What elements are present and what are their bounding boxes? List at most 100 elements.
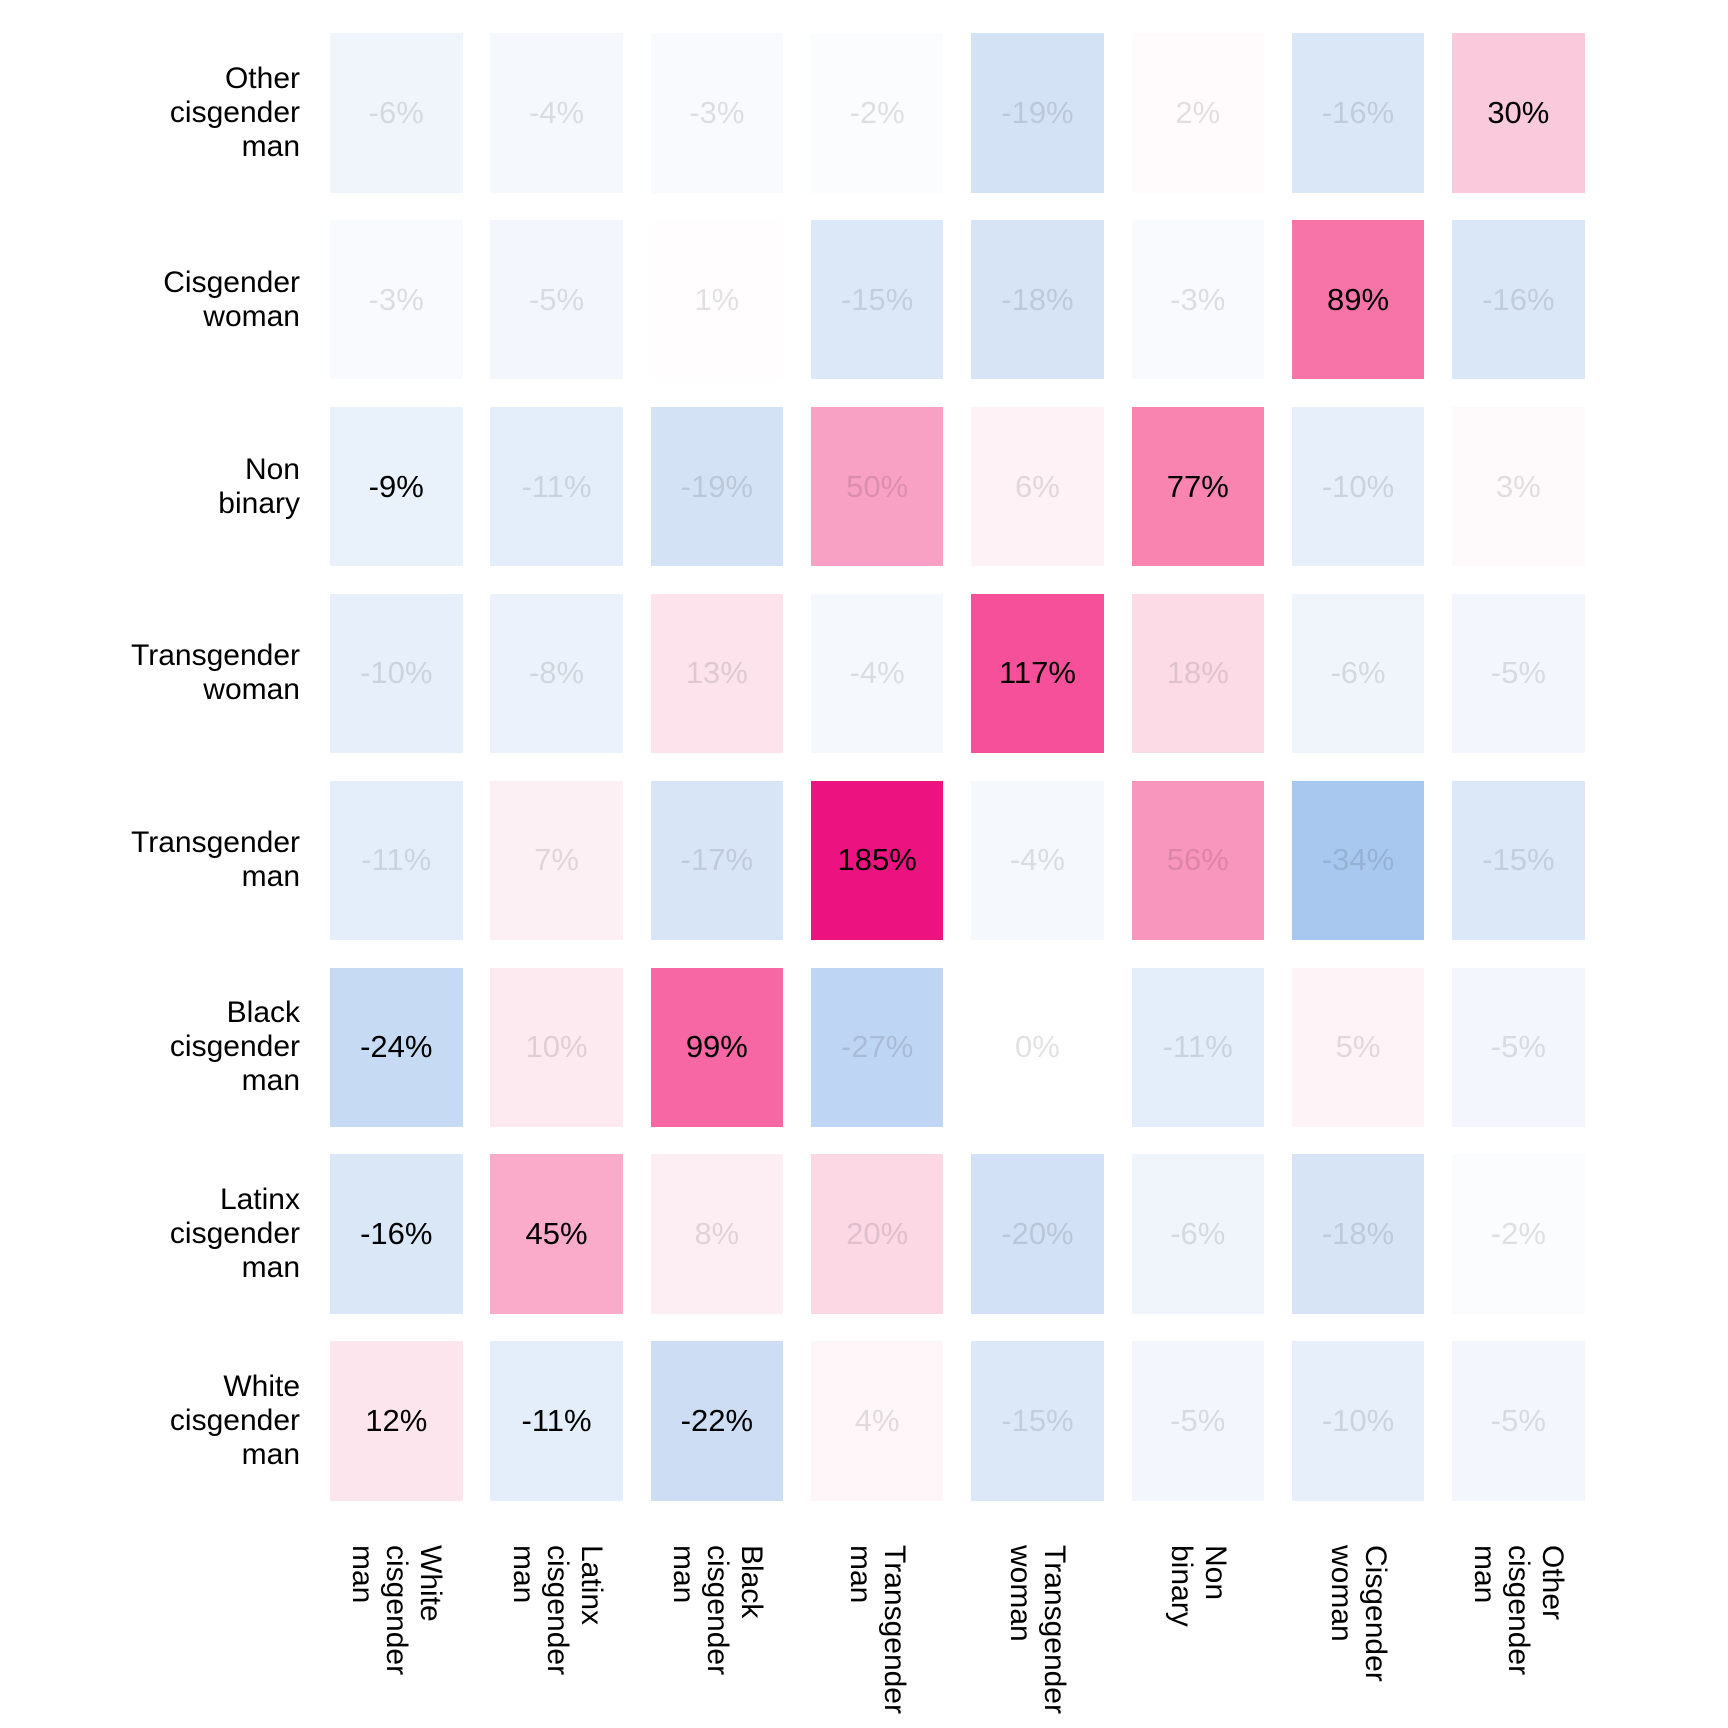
heatmap-cell: -16% bbox=[1291, 33, 1425, 193]
cell-value: 10% bbox=[525, 1029, 588, 1065]
cell-value: -6% bbox=[368, 94, 424, 130]
heatmap-cell: 1% bbox=[650, 219, 784, 380]
cell-value: -18% bbox=[1001, 281, 1074, 317]
heatmap-cell: 45% bbox=[490, 1154, 623, 1314]
heatmap-cell: 185% bbox=[810, 780, 944, 941]
cell-value: 3% bbox=[1495, 468, 1541, 504]
cell-value: -11% bbox=[521, 468, 592, 504]
heatmap-cell: -6% bbox=[1131, 1154, 1264, 1314]
heatmap-cell: -4% bbox=[971, 780, 1104, 941]
cell-value: 56% bbox=[1166, 842, 1229, 878]
cell-value: -11% bbox=[521, 1403, 592, 1439]
heatmap-cell: 8% bbox=[650, 1154, 784, 1314]
cell-value: -5% bbox=[1170, 1403, 1226, 1439]
cell-value: -27% bbox=[840, 1029, 914, 1065]
row-label-black-cisgender-man: Black cisgender man bbox=[169, 996, 300, 1098]
cell-value: 185% bbox=[837, 842, 917, 878]
cell-value: -4% bbox=[849, 655, 905, 691]
heatmap-cell: -6% bbox=[1291, 593, 1425, 754]
cell-value: 117% bbox=[998, 655, 1076, 691]
cell-value: 6% bbox=[1015, 468, 1060, 504]
heatmap-cell: -27% bbox=[810, 967, 944, 1127]
row-label-latinx-cisgender-man: Latinx cisgender man bbox=[169, 1183, 300, 1285]
heatmap-cell: -18% bbox=[1291, 1154, 1425, 1314]
cell-value: 1% bbox=[694, 281, 740, 317]
heatmap-cell: -3% bbox=[650, 33, 784, 193]
cell-value: -2% bbox=[849, 94, 905, 130]
heatmap-cell: -15% bbox=[810, 219, 944, 380]
heatmap-cell: 5% bbox=[1291, 967, 1425, 1127]
cell-value: -16% bbox=[1482, 281, 1555, 317]
heatmap-cell: -11% bbox=[1131, 967, 1264, 1127]
cell-value: -18% bbox=[1321, 1216, 1395, 1252]
cell-value: -16% bbox=[1321, 94, 1395, 130]
cell-value: -5% bbox=[1490, 1029, 1546, 1065]
cell-value: 12% bbox=[365, 1403, 428, 1439]
heatmap-cell: 2% bbox=[1131, 33, 1264, 193]
heatmap-cell: -10% bbox=[1291, 406, 1425, 567]
cell-value: -5% bbox=[1490, 1403, 1546, 1439]
heatmap-cell: 6% bbox=[971, 406, 1104, 567]
cell-value: -2% bbox=[1490, 1216, 1546, 1252]
cell-value: -11% bbox=[1162, 1029, 1233, 1065]
heatmap-cell: -2% bbox=[1452, 1154, 1585, 1314]
heatmap-cell: -20% bbox=[971, 1154, 1104, 1314]
heatmap-cell: -16% bbox=[1452, 219, 1585, 380]
heatmap-cell: -10% bbox=[1291, 1341, 1425, 1501]
row-label-other-cisgender-man: Other cisgender man bbox=[169, 61, 300, 163]
heatmap-cell: -5% bbox=[1131, 1341, 1264, 1501]
cell-value: -9% bbox=[368, 468, 424, 504]
cell-value: -34% bbox=[1321, 842, 1395, 878]
cell-value: -3% bbox=[689, 94, 745, 130]
heatmap-cell: -34% bbox=[1291, 780, 1425, 941]
cell-value: 77% bbox=[1166, 468, 1229, 504]
col-label-black-cisgender-man: Black cisgender man bbox=[666, 1545, 768, 1676]
cell-value: -11% bbox=[361, 842, 432, 878]
row-label-transgender-woman: Transgender woman bbox=[131, 639, 300, 707]
row-label-cisgender-woman: Cisgender woman bbox=[163, 265, 300, 333]
heatmap-cell: -17% bbox=[650, 780, 784, 941]
cell-value: -10% bbox=[1321, 1403, 1395, 1439]
heatmap-cell: -15% bbox=[971, 1341, 1104, 1501]
heatmap-cell: 7% bbox=[490, 780, 623, 941]
heatmap-cell: 4% bbox=[810, 1341, 944, 1501]
row-label-non-binary: Non binary bbox=[218, 452, 300, 520]
heatmap-cell: -3% bbox=[1131, 219, 1264, 380]
cell-value: 45% bbox=[525, 1216, 588, 1252]
cell-value: -17% bbox=[680, 842, 754, 878]
col-label-latinx-cisgender-man: Latinx cisgender man bbox=[506, 1545, 608, 1676]
cell-value: -4% bbox=[1009, 842, 1065, 878]
cell-value: 8% bbox=[694, 1216, 740, 1252]
heatmap-cell: 30% bbox=[1452, 33, 1585, 193]
heatmap-cell: -19% bbox=[971, 33, 1104, 193]
col-label-other-cisgender-man: Other cisgender man bbox=[1468, 1545, 1570, 1676]
cell-value: 7% bbox=[534, 842, 579, 878]
cell-value: 50% bbox=[846, 468, 909, 504]
cell-value: 5% bbox=[1335, 1029, 1381, 1065]
heatmap-cell: -4% bbox=[490, 33, 623, 193]
heatmap-cell: 89% bbox=[1291, 219, 1425, 380]
cell-value: 99% bbox=[685, 1029, 748, 1065]
cell-value: -8% bbox=[528, 655, 585, 691]
cell-value: -24% bbox=[360, 1029, 433, 1065]
heatmap-cell: -22% bbox=[650, 1341, 784, 1501]
cell-value: -19% bbox=[680, 468, 754, 504]
heatmap-cell: -16% bbox=[330, 1154, 463, 1314]
heatmap-cell: 12% bbox=[330, 1341, 463, 1501]
cell-value: -3% bbox=[368, 281, 424, 317]
heatmap-cell: -9% bbox=[330, 406, 463, 567]
row-label-transgender-man: Transgender man bbox=[131, 826, 300, 894]
cell-value: -22% bbox=[680, 1403, 754, 1439]
heatmap-cell: 0% bbox=[971, 967, 1104, 1127]
heatmap-cell: 13% bbox=[650, 593, 784, 754]
heatmap-cell: -24% bbox=[330, 967, 463, 1127]
col-label-transgender-man: Transgender man bbox=[844, 1545, 912, 1714]
cell-value: -5% bbox=[528, 281, 585, 317]
heatmap-cell: -19% bbox=[650, 406, 784, 567]
cell-value: -15% bbox=[1482, 842, 1555, 878]
cell-value: -15% bbox=[1001, 1403, 1074, 1439]
heatmap-cell: 77% bbox=[1131, 406, 1264, 567]
heatmap-cell: -2% bbox=[810, 33, 944, 193]
heatmap-cell: 117% bbox=[971, 593, 1104, 754]
